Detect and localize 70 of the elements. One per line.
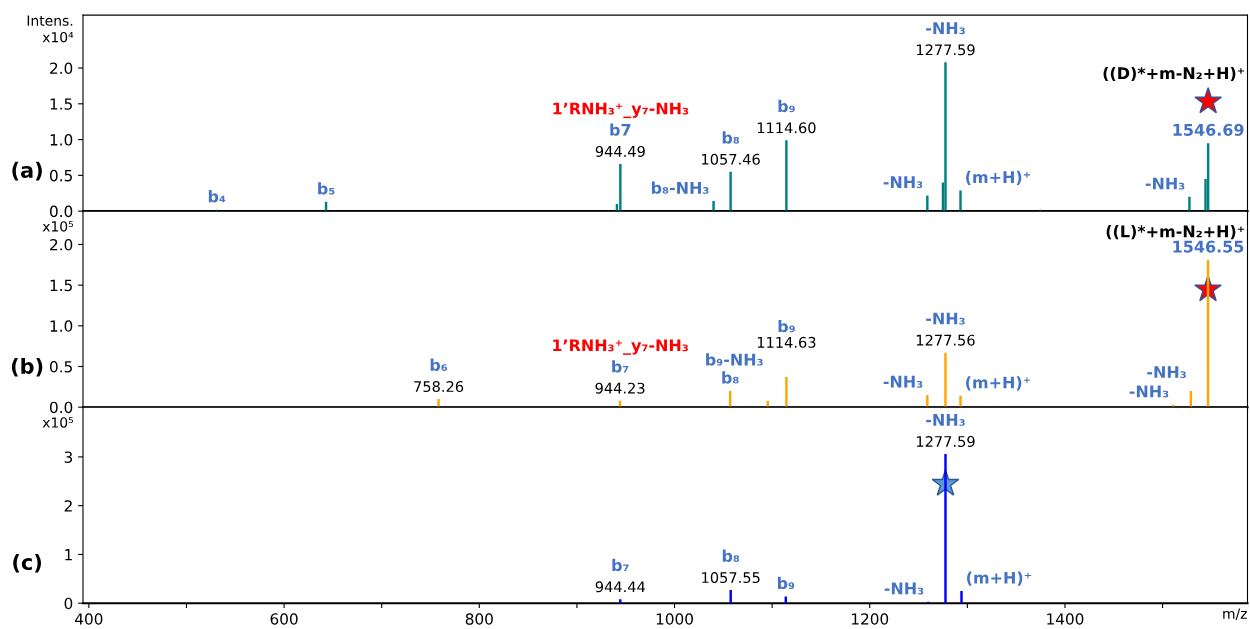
annotation: b₇	[612, 360, 629, 373]
annotation: 758.26	[414, 381, 464, 393]
annotation: b₈	[722, 549, 740, 562]
annotation: 944.44	[595, 581, 645, 593]
text: (c)	[13, 553, 42, 573]
y-tick-label: 3	[64, 451, 73, 463]
y-tick-label: 2.0	[50, 62, 73, 75]
annotation: 1546.55	[1173, 240, 1244, 253]
annotation: -NH₃	[883, 176, 923, 189]
annotation: (m+H)⁺	[966, 376, 1031, 391]
annotation: -NH₃	[1147, 366, 1186, 379]
annotation: -NH₃	[926, 414, 965, 426]
x-tick-label: 1000	[656, 613, 693, 625]
y-tick-label: 2	[64, 500, 72, 512]
annotation: b₉-NH₃	[706, 353, 763, 366]
text: (b)	[11, 357, 43, 377]
x-tick-label: 1400	[1047, 613, 1084, 625]
annotation: -NH₃	[1145, 177, 1185, 190]
annotation: -NH₃	[884, 582, 924, 595]
x-tick-label: 600	[270, 613, 298, 625]
annotation: ((D)*+m-N₂+H)⁺	[1103, 66, 1245, 82]
annotation: 1114.63	[757, 336, 816, 348]
y-tick-label: 0.0	[49, 205, 73, 218]
annotation: 1114.60	[757, 122, 816, 134]
annotation: ((L)*+m-N₂+H)⁺	[1106, 225, 1245, 240]
y-axis-title: Intens. x10⁴	[27, 15, 74, 43]
x-tick-label: 1200	[851, 613, 889, 625]
annotation: -NH₃	[1129, 385, 1169, 398]
annotation: b₅	[318, 182, 335, 195]
x-tick-label: 400	[75, 613, 103, 625]
x-axis-title: m/z	[1223, 608, 1247, 620]
annotation: b₉	[778, 319, 795, 333]
annotation: 1277.59	[916, 435, 975, 447]
y-tick-label: 0.5	[49, 360, 72, 373]
y-tick-label: 1.5	[50, 279, 72, 292]
y-tick-label: 2.0	[50, 238, 73, 251]
annotation: 1’RNH₃⁺_y₇-NH₃	[553, 102, 689, 119]
annotation: 944.49	[595, 145, 645, 157]
annotation: b₉	[778, 99, 795, 113]
text: (a)	[12, 161, 42, 181]
annotation: b7	[610, 123, 631, 136]
annotation: b₄	[208, 190, 226, 203]
y-tick-label: 0.5	[49, 169, 72, 182]
annotation: (m+H)⁺	[966, 170, 1031, 185]
y-axis-title: x10⁵	[42, 417, 74, 428]
annotation: 1277.56	[916, 334, 975, 346]
annotation: 1057.46	[702, 153, 760, 165]
y-axis-title: x10⁵	[42, 221, 74, 232]
annotation: b₇	[612, 558, 629, 572]
annotation: b₈	[722, 131, 740, 144]
annotation: b₆	[430, 358, 448, 371]
annotation: -NH₃	[883, 375, 923, 388]
annotation: b₈-NH₃	[651, 181, 709, 194]
annotation: -NH₃	[926, 312, 965, 325]
x-tick-label: 800	[465, 613, 493, 625]
y-tick-label: 0.0	[49, 401, 73, 414]
y-tick-label: 1.0	[50, 134, 73, 146]
y-tick-label: 1	[65, 549, 72, 561]
y-tick-label: 0	[64, 597, 73, 610]
annotation: 944.23	[595, 382, 645, 394]
annotation: 1’RNH₃⁺_y₇-NH₃	[553, 339, 688, 355]
annotation: b₉	[777, 576, 795, 590]
annotation: b₈	[722, 371, 739, 384]
annotation: (m+H)⁺	[967, 571, 1032, 586]
annotation: 1546.69	[1173, 123, 1244, 136]
annotation: 1057.55	[702, 572, 760, 584]
y-tick-label: 1.5	[50, 98, 72, 110]
annotation: 1277.59	[916, 44, 975, 56]
y-tick-label: 1.0	[50, 320, 73, 332]
annotation: -NH₃	[926, 22, 965, 35]
